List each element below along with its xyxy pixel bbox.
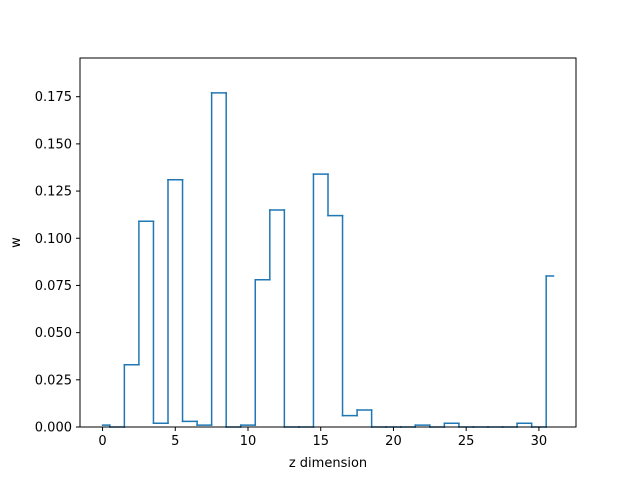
x-tick-label: 30 — [531, 434, 548, 449]
x-tick-label: 25 — [458, 434, 475, 449]
x-tick-label: 5 — [171, 434, 179, 449]
axes-frame — [79, 57, 577, 428]
x-tick-label: 0 — [98, 434, 106, 449]
y-axis-label: w — [9, 237, 24, 248]
x-axis-label: z dimension — [289, 456, 367, 471]
x-tick-label: 20 — [385, 434, 402, 449]
y-tick-label: 0.025 — [35, 373, 72, 388]
y-tick-label: 0.075 — [35, 279, 72, 294]
y-tick-label: 0.050 — [35, 326, 72, 341]
y-tick-label: 0.125 — [35, 185, 72, 200]
ticks: 0 5 10 15 20 25 30 0.000 0.025 0.050 0.075 0.100 0.1… — [35, 90, 547, 449]
x-tick-label: 10 — [240, 434, 257, 449]
y-tick-label: 0.175 — [35, 90, 72, 105]
x-tick-label: 15 — [312, 434, 329, 449]
y-tick-label: 0.100 — [35, 232, 72, 247]
y-tick-label: 0.000 — [35, 421, 72, 436]
y-tick-label: 0.150 — [35, 137, 72, 152]
